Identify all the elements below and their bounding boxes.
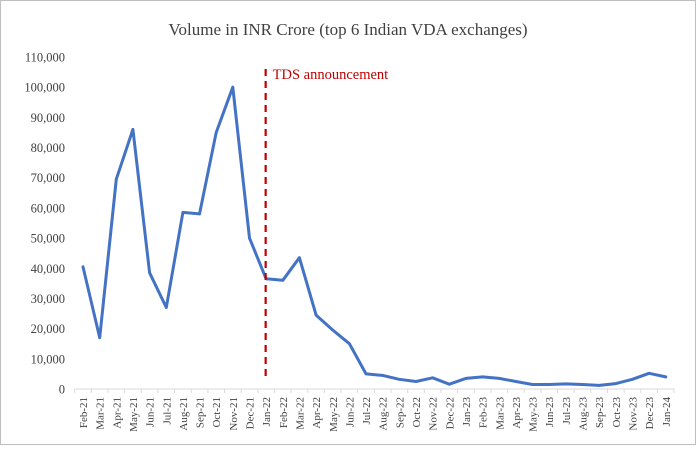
data-point: [314, 313, 318, 317]
x-tick-label: Oct-23: [611, 397, 623, 428]
data-point: [664, 375, 668, 379]
y-tick-label: 50,000: [31, 232, 65, 246]
x-tick-label: Sep-21: [195, 397, 207, 428]
y-tick-label: 10,000: [31, 352, 65, 366]
data-point: [331, 328, 335, 332]
x-tick-label: Feb-23: [478, 397, 490, 429]
data-point: [647, 372, 651, 375]
x-tick-label: Aug-23: [578, 397, 590, 431]
x-tick-label: Dec-21: [245, 397, 257, 429]
data-point: [198, 212, 201, 216]
y-tick-label: 40,000: [31, 262, 65, 276]
y-tick-label: 70,000: [31, 171, 65, 185]
data-point: [381, 374, 385, 377]
x-tick-label: Jun-21: [145, 397, 157, 427]
x-tick-label: Jul-21: [161, 397, 173, 425]
data-point: [547, 383, 551, 386]
y-tick-label: 30,000: [31, 292, 65, 306]
x-tick-label: Aug-21: [178, 397, 190, 431]
x-tick-label: Mar-22: [294, 397, 306, 430]
data-point: [431, 376, 434, 380]
x-tick-label: Aug-22: [378, 397, 390, 431]
x-tick-label: Apr-21: [111, 397, 123, 429]
x-tick-label: May-23: [528, 397, 540, 432]
series-line: [81, 85, 668, 387]
data-point: [164, 306, 168, 309]
x-tick-label: Mar-21: [95, 397, 107, 430]
data-point: [98, 336, 101, 339]
x-tick-label: Oct-21: [211, 397, 223, 428]
x-tick-label: Jun-23: [544, 397, 556, 427]
y-tick-label: 20,000: [31, 322, 65, 336]
y-tick-label: 110,000: [25, 51, 65, 65]
x-tick-label: Nov-21: [228, 397, 240, 431]
data-point: [631, 378, 634, 381]
data-point: [181, 211, 185, 214]
x-tick-label: Jan-24: [661, 397, 673, 427]
data-point: [481, 375, 484, 379]
x-tick-label: Oct-22: [411, 397, 423, 428]
data-point: [231, 85, 235, 89]
y-tick-label: 90,000: [31, 111, 65, 125]
data-point: [248, 236, 251, 240]
x-tick-label: Jan-22: [261, 397, 273, 426]
annotation-layer: TDS announcement: [264, 67, 389, 379]
data-point: [597, 384, 601, 387]
y-tick-label: 80,000: [31, 141, 65, 155]
chart-title: Volume in INR Crore (top 6 Indian VDA ex…: [168, 20, 527, 39]
x-tick-label: Mar-23: [494, 397, 506, 430]
data-point: [514, 380, 518, 383]
data-point: [564, 382, 568, 386]
x-tick-label: Sep-22: [394, 397, 406, 428]
data-point: [614, 382, 618, 385]
x-tick-label: Dec-22: [444, 397, 456, 429]
x-tick-label: Feb-21: [78, 397, 90, 428]
x-tick-label: Nov-23: [627, 397, 639, 431]
data-point: [464, 377, 468, 380]
x-tick-label: Nov-22: [428, 397, 440, 431]
data-point: [115, 177, 118, 181]
x-tick-label: Dec-23: [644, 397, 656, 430]
data-point: [497, 377, 501, 380]
x-axis: Feb-21 Mar-21 Apr-21 May-21 Jun-21 Jul-21 Aug-…: [74, 388, 675, 432]
data-point: [364, 372, 368, 376]
x-tick-label: Jul-22: [361, 397, 373, 425]
data-point: [81, 265, 85, 269]
x-tick-label: Jul-23: [561, 397, 573, 425]
x-tick-label: Jun-22: [344, 397, 356, 427]
data-point: [581, 383, 584, 386]
x-tick-label: May-22: [328, 397, 340, 432]
x-tick-label: Jan-23: [461, 397, 473, 427]
data-point: [348, 342, 351, 346]
tds-announcement-label: TDS announcement: [273, 67, 389, 83]
x-tick-label: Sep-23: [594, 397, 606, 429]
data-point: [298, 256, 301, 260]
y-tick-label: 100,000: [24, 81, 65, 95]
data-point: [281, 279, 285, 282]
data-point: [398, 378, 401, 381]
data-point: [131, 128, 135, 131]
x-tick-label: Apr-23: [511, 397, 523, 429]
x-tick-label: May-21: [128, 397, 140, 432]
y-axis: 0 10,000 20,000 30,000 40,000 50,000 60,000 70,…: [24, 51, 65, 397]
x-tick-label: Apr-22: [311, 397, 323, 429]
x-tick-label: Feb-22: [278, 397, 290, 428]
data-point: [414, 380, 418, 383]
data-point: [531, 383, 534, 386]
data-point: [214, 131, 218, 134]
y-tick-label: 0: [59, 383, 65, 397]
y-tick-label: 60,000: [31, 201, 65, 215]
data-point: [148, 271, 151, 275]
plot-area: [81, 85, 668, 387]
data-point: [448, 382, 451, 386]
